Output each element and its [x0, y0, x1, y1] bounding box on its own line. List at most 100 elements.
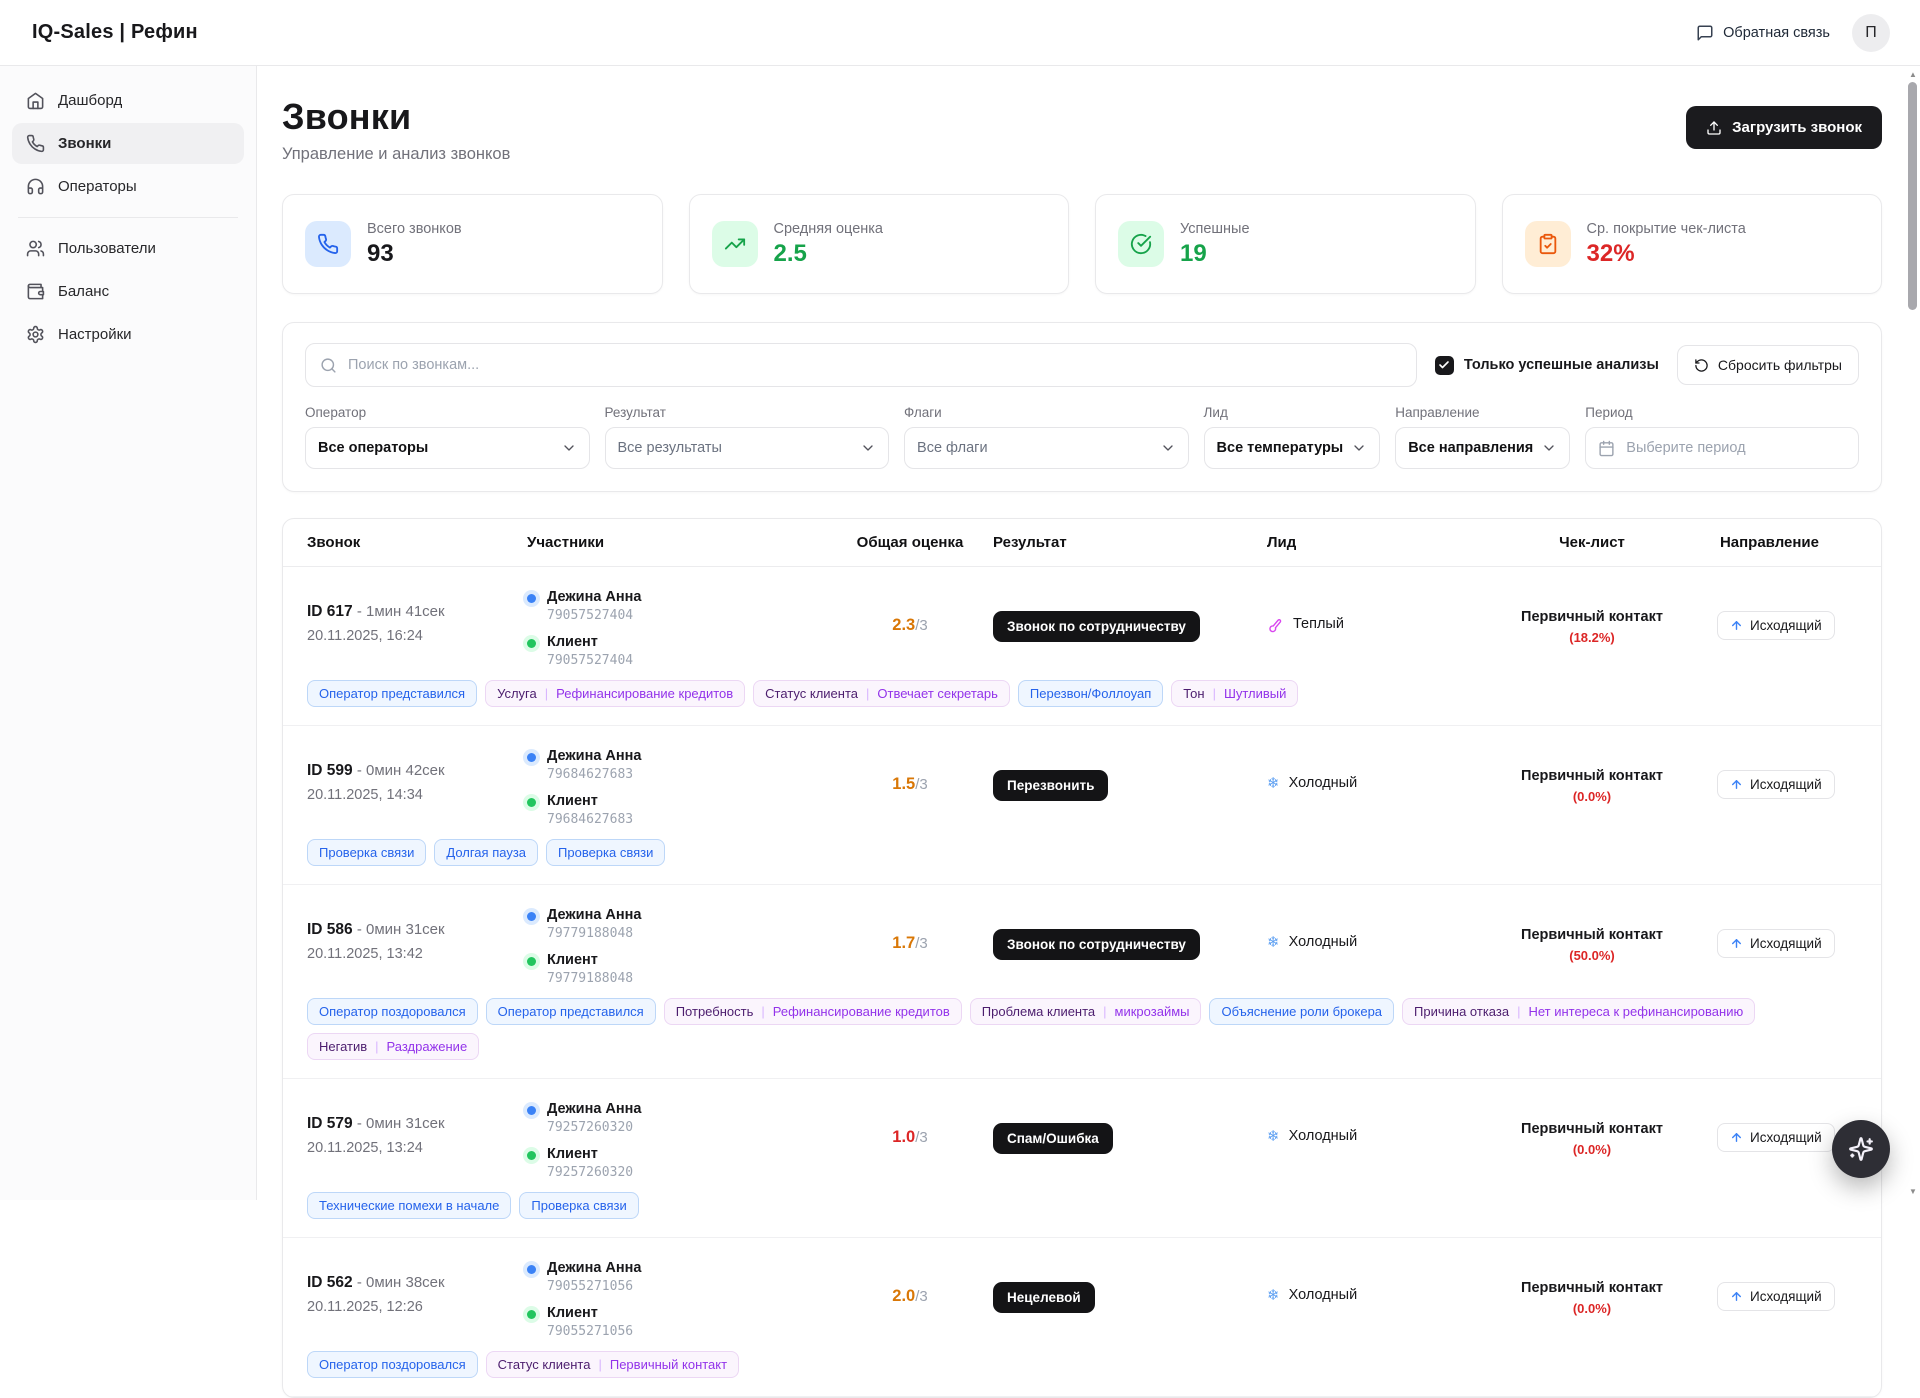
arrow-up-icon: [1730, 1131, 1743, 1144]
scrollbar-up-arrow[interactable]: ▲: [1906, 70, 1920, 79]
checklist-title: Первичный контакт: [1475, 768, 1709, 784]
call-datetime: 20.11.2025, 12:26: [307, 1299, 519, 1315]
participant-name: Клиент: [547, 634, 633, 650]
participant-name: Дежина Анна: [547, 589, 641, 605]
column-header-6: Направление: [1717, 534, 1857, 551]
search-input[interactable]: [348, 357, 1402, 373]
only-success-toggle[interactable]: Только успешные анализы: [1435, 356, 1659, 375]
participant-name: Дежина Анна: [547, 748, 641, 764]
feedback-button[interactable]: Обратная связь: [1696, 24, 1830, 42]
stat-label: Ср. покрытие чек-листа: [1587, 221, 1746, 237]
stat-card-successful: Успешные 19: [1095, 194, 1476, 294]
participants-cell: Дежина Анна 79684627683 Клиент 796846276…: [527, 748, 827, 827]
filter-select-value: Все операторы: [318, 440, 428, 456]
participant-phone: 79684627683: [547, 812, 633, 827]
thermometer-icon: [1264, 614, 1288, 638]
score-max: /3: [915, 1129, 928, 1146]
filter-label: Период: [1585, 405, 1859, 420]
filter-select-value: Все флаги: [917, 440, 988, 456]
checklist-title: Первичный контакт: [1475, 1121, 1709, 1137]
call-id: ID 599: [307, 762, 353, 779]
arrow-up-icon: [1730, 778, 1743, 791]
call-cell: ID 562 - 0мин 38сек 20.11.2025, 12:26: [307, 1260, 519, 1339]
filter-select-operator[interactable]: Все операторы: [305, 427, 590, 469]
filter-group-direction: Направление Все направления: [1395, 405, 1570, 469]
score-max: /3: [915, 1288, 928, 1305]
sidebar-item-calls[interactable]: Звонки: [12, 123, 244, 164]
participant-name: Клиент: [547, 1146, 633, 1162]
direction-label: Исходящий: [1750, 1130, 1822, 1145]
sidebar-item-balance[interactable]: Баланс: [12, 271, 244, 312]
stat-card-avg-score: Средняя оценка 2.5: [689, 194, 1070, 294]
app-brand: IQ-Sales | Рефин: [32, 21, 198, 44]
users-icon: [26, 239, 45, 258]
checklist-cell: Первичный контакт (0.0%): [1475, 1101, 1709, 1180]
tag-value: Отвечает секретарь: [877, 686, 997, 701]
table-row[interactable]: ID 599 - 0мин 42сек 20.11.2025, 14:34 Де…: [283, 726, 1881, 885]
reset-filters-button[interactable]: Сбросить фильтры: [1677, 345, 1859, 385]
score-cell: 2.3/3: [835, 589, 985, 668]
filter-label: Флаги: [904, 405, 1189, 420]
lead-cell: ❄Холодный: [1267, 1101, 1467, 1180]
upload-call-button[interactable]: Загрузить звонок: [1686, 106, 1882, 149]
call-cell: ID 617 - 1мин 41сек 20.11.2025, 16:24: [307, 589, 519, 668]
filter-label: Лид: [1204, 405, 1381, 420]
headphones-icon: [26, 177, 45, 196]
participant-phone: 79257260320: [547, 1165, 633, 1180]
checklist-percent: (50.0%): [1475, 948, 1709, 963]
participant-phone: 79779188048: [547, 971, 633, 986]
table-row[interactable]: ID 617 - 1мин 41сек 20.11.2025, 16:24 Де…: [283, 567, 1881, 726]
scrollbar-thumb[interactable]: [1908, 82, 1917, 310]
participant: Дежина Анна 79684627683: [527, 748, 827, 782]
phone-icon: [305, 221, 351, 267]
filter-select-lead[interactable]: Все температуры: [1204, 427, 1381, 469]
only-success-label: Только успешные анализы: [1464, 357, 1659, 373]
table-row[interactable]: ID 579 - 0мин 31сек 20.11.2025, 13:24 Де…: [283, 1079, 1881, 1238]
table-row[interactable]: ID 562 - 0мин 38сек 20.11.2025, 12:26 Де…: [283, 1238, 1881, 1397]
participant-name: Дежина Анна: [547, 907, 641, 923]
filter-select-direction[interactable]: Все направления: [1395, 427, 1570, 469]
vertical-scrollbar[interactable]: ▲ ▼: [1906, 66, 1920, 1200]
sidebar-item-dashboard[interactable]: Дашборд: [12, 80, 244, 121]
result-badge: Звонок по сотрудничеству: [993, 611, 1200, 642]
tag-key: Негатив: [319, 1039, 367, 1054]
call-tag: Оператор представился: [486, 998, 656, 1025]
filter-select-flags[interactable]: Все флаги: [904, 427, 1189, 469]
sidebar-item-settings[interactable]: Настройки: [12, 314, 244, 355]
participant-phone: 79684627683: [547, 767, 641, 782]
participant-dot-blue: [527, 753, 536, 762]
tag-key: Тон: [1183, 686, 1204, 701]
sidebar-item-operators[interactable]: Операторы: [12, 166, 244, 207]
chevron-down-icon: [1541, 440, 1557, 456]
table-row[interactable]: ID 586 - 0мин 31сек 20.11.2025, 13:42 Де…: [283, 885, 1881, 1079]
filter-period-input[interactable]: Выберите период: [1585, 427, 1859, 469]
participant: Клиент 79684627683: [527, 793, 827, 827]
feedback-label: Обратная связь: [1723, 25, 1830, 41]
stat-value: 19: [1180, 240, 1250, 268]
chevron-down-icon: [1160, 440, 1176, 456]
result-cell: Перезвонить: [993, 748, 1259, 827]
call-cell: ID 599 - 0мин 42сек 20.11.2025, 14:34: [307, 748, 519, 827]
stat-card-checklist-coverage: Ср. покрытие чек-листа 32%: [1502, 194, 1883, 294]
call-duration: - 0мин 31сек: [353, 1115, 445, 1132]
participant-phone: 79057527404: [547, 608, 641, 623]
filter-select-result[interactable]: Все результаты: [605, 427, 890, 469]
filter-group-lead: Лид Все температуры: [1204, 405, 1381, 469]
ai-assistant-button[interactable]: [1832, 1120, 1890, 1178]
only-success-checkbox[interactable]: [1435, 356, 1454, 375]
stat-value: 32%: [1587, 240, 1746, 268]
call-tag: Оператор представился: [307, 680, 477, 707]
lead-label: Холодный: [1289, 1128, 1358, 1144]
call-tag: Тон|Шутливый: [1171, 680, 1298, 707]
tag-key: Потребность: [676, 1004, 754, 1019]
result-badge: Перезвонить: [993, 770, 1108, 801]
call-id: ID 586: [307, 921, 353, 938]
tag-key: Причина отказа: [1414, 1004, 1509, 1019]
sidebar-item-users[interactable]: Пользователи: [12, 228, 244, 269]
call-tag: Оператор поздоровался: [307, 1351, 478, 1378]
scrollbar-down-arrow[interactable]: ▼: [1906, 1187, 1920, 1196]
user-avatar[interactable]: П: [1852, 14, 1890, 52]
call-datetime: 20.11.2025, 16:24: [307, 628, 519, 644]
snowflake-icon: ❄: [1267, 934, 1280, 952]
stat-value: 2.5: [774, 240, 884, 268]
